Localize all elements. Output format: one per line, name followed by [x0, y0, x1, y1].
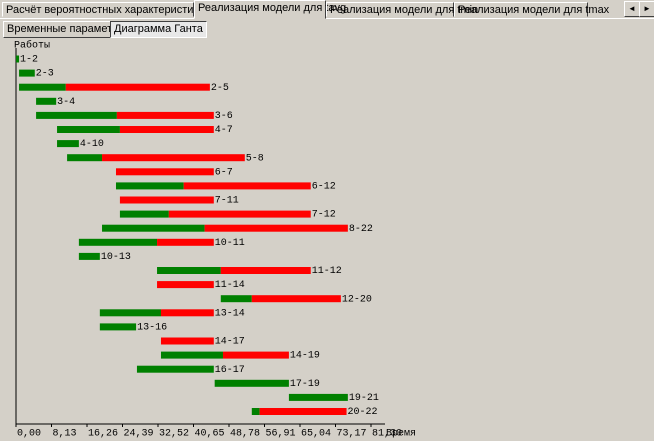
task-label: 7-12: [312, 210, 336, 221]
reserve-bar: [65, 83, 210, 91]
task-label: 16-17: [215, 365, 245, 376]
reserve-bar: [168, 210, 311, 218]
reserve-bar: [220, 267, 311, 274]
task-label: 3-6: [215, 111, 233, 122]
duration-bar: [160, 351, 223, 359]
x-tick-label: 81,30: [372, 429, 402, 440]
duration-bar: [16, 55, 20, 63]
task-label: 4-10: [80, 139, 104, 150]
tab[interactable]: Реализация модели для tavg: [194, 0, 346, 19]
duration-bar: [115, 182, 184, 190]
duration-bar: [119, 210, 169, 218]
duration-bar: [102, 224, 205, 232]
reserve-bar: [160, 337, 214, 345]
task-label: 10-13: [101, 252, 131, 263]
duration-bar: [36, 111, 117, 119]
task-label: 14-17: [215, 337, 245, 348]
x-axis-label: Время: [386, 429, 416, 440]
tab[interactable]: Реализация модели для tmax: [454, 2, 609, 17]
scroll-left[interactable]: ◄: [624, 1, 640, 17]
x-tick-label: 0,00: [17, 429, 41, 440]
tab-bar: Расчёт вероятностных характеристик L_kp …: [0, 0, 654, 19]
task-label: 8-22: [349, 224, 373, 235]
duration-bar: [136, 365, 214, 373]
duration-bar: [19, 69, 35, 77]
task-label: 20-22: [348, 407, 378, 418]
duration-bar: [157, 267, 221, 274]
task-label: 13-16: [137, 323, 167, 334]
reserve-bar: [251, 295, 341, 303]
task-label: 17-19: [290, 379, 320, 390]
task-label: 6-7: [215, 167, 233, 178]
tab[interactable]: Расчёт вероятностных характеристик L_kp: [2, 2, 225, 17]
duration-bar: [288, 393, 348, 401]
x-tick-label: 32,52: [159, 429, 189, 440]
task-label: 13-14: [215, 308, 245, 319]
task-label: 10-11: [215, 238, 245, 249]
duration-bar: [99, 309, 161, 317]
reserve-bar: [119, 126, 214, 133]
reserve-bar: [222, 351, 289, 359]
subtab[interactable]: Диаграмма Ганта: [110, 21, 207, 38]
reserve-bar: [183, 182, 311, 190]
x-tick-label: 73,17: [337, 429, 367, 440]
reserve-bar: [157, 238, 214, 246]
duration-bar: [78, 238, 158, 246]
reserve-bar: [157, 281, 214, 289]
reserve-bar: [115, 168, 214, 176]
x-tick-label: 8,13: [53, 429, 77, 440]
duration-bar: [214, 379, 289, 387]
x-tick-label: 48,78: [230, 429, 260, 440]
reserve-bar: [119, 196, 214, 204]
duration-bar: [78, 252, 100, 260]
task-label: 14-19: [290, 351, 320, 362]
x-tick-label: 56,91: [266, 429, 296, 440]
duration-bar: [57, 126, 120, 133]
duration-bar: [67, 154, 103, 162]
duration-bar: [251, 408, 260, 415]
reserve-bar: [259, 408, 347, 415]
duration-bar: [99, 323, 137, 331]
reserve-bar: [160, 309, 214, 317]
reserve-bar: [116, 111, 214, 119]
y-axis-label: Работы: [14, 39, 50, 52]
task-label: 6-12: [312, 182, 336, 193]
task-label: 19-21: [349, 393, 379, 404]
task-label: 11-14: [215, 280, 245, 291]
duration-bar: [57, 140, 79, 148]
task-label: 4-7: [215, 125, 233, 136]
scroll-right[interactable]: ►: [639, 1, 654, 17]
task-label: 12-20: [342, 294, 372, 305]
task-label: 11-12: [312, 266, 342, 277]
task-label: 7-11: [215, 196, 239, 207]
task-label: 2-3: [36, 69, 54, 80]
reserve-bar: [102, 154, 245, 162]
duration-bar: [36, 97, 57, 105]
x-tick-label: 40,65: [195, 429, 225, 440]
duration-bar: [220, 295, 252, 303]
task-label: 3-4: [57, 97, 75, 108]
x-tick-label: 65,04: [301, 429, 331, 440]
x-tick-label: 24,39: [124, 429, 154, 440]
task-label: 5-8: [246, 153, 264, 164]
x-tick-label: 16,26: [88, 429, 118, 440]
task-label: 2-5: [211, 83, 229, 94]
task-label: 1-2: [20, 55, 38, 66]
reserve-bar: [204, 224, 348, 232]
gantt-chart: Работы Время 0,00 8,13 16,26 24,39 32,52 40,6…: [14, 39, 416, 440]
duration-bar: [19, 83, 66, 91]
tab[interactable]: Реализация модели для tmin: [326, 2, 478, 17]
